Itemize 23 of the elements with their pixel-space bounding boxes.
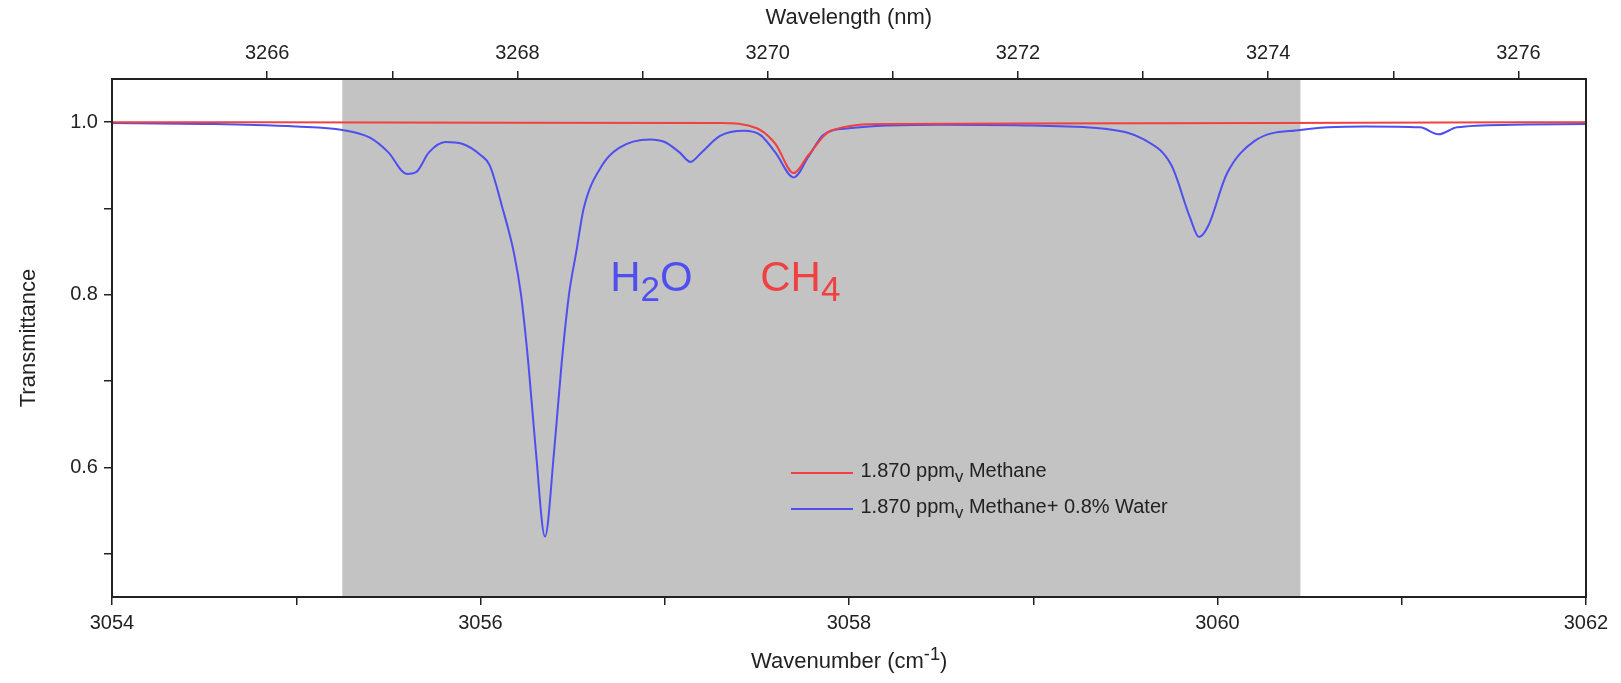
- x2-tick-label: 3276: [1496, 40, 1541, 63]
- y-tick-label: 0.8: [70, 282, 98, 305]
- x-tick-label: 3054: [89, 610, 135, 633]
- x2-tick-label: 3274: [1245, 40, 1291, 63]
- y-tick-label: 1.0: [70, 109, 98, 132]
- legend-label: 1.870 ppm$_{v}$ Methane+ 0.8% Water: [860, 495, 1168, 523]
- y-tick-label: 0.6: [70, 455, 98, 478]
- y-axis-title: Transmittance: [14, 268, 41, 408]
- line-series: [112, 121, 1586, 175]
- x2-tick-label: 3270: [745, 40, 790, 63]
- x-tick-label: 3058: [826, 610, 872, 633]
- x2-axis-title: Wavelength (nm): [765, 4, 933, 30]
- line-series: [112, 122, 1586, 538]
- x-axis-title: Wavenumber (cm$^{-1}$): [751, 643, 948, 675]
- x2-tick-label: 3272: [995, 40, 1041, 63]
- legend-label: 1.870 ppm$_{v}$ Methane: [860, 459, 1047, 487]
- x2-tick-label: 3266: [244, 40, 290, 63]
- annotation: H$_{2}$O: [610, 253, 693, 309]
- x-tick-label: 3062: [1563, 610, 1609, 633]
- x-tick-label: 3056: [458, 610, 503, 633]
- annotation: CH$_{4}$: [760, 253, 841, 309]
- x2-tick-label: 3268: [495, 40, 540, 63]
- x-tick-label: 3060: [1195, 610, 1240, 633]
